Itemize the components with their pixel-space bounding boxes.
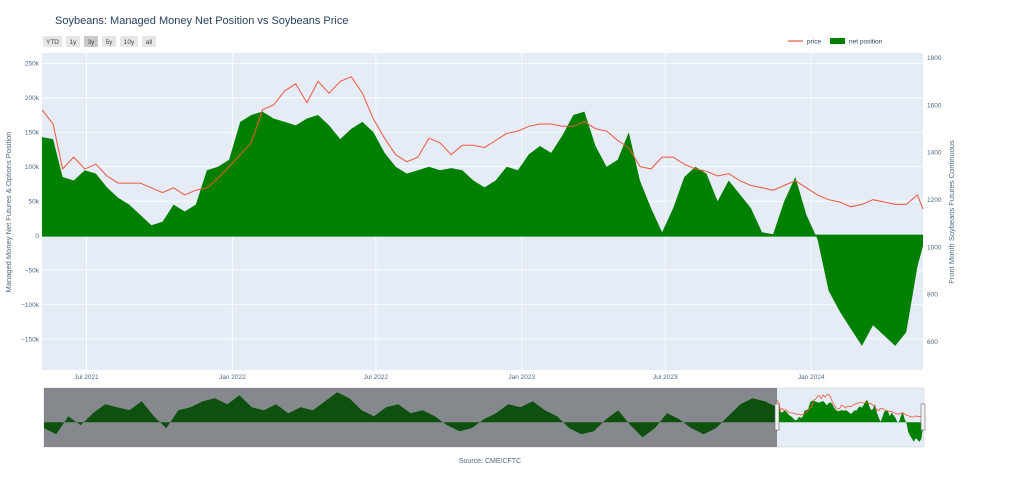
y-right-tick-label: 1200 [927, 197, 942, 204]
x-tick-label: Jul 2022 [364, 374, 389, 381]
range-selector[interactable]: YTD 1y 3y 5y 10y all [43, 36, 156, 47]
y-left-tick-label: 50k [29, 198, 40, 205]
range-slider-right-handle[interactable] [920, 403, 926, 431]
range-slider-mask [44, 388, 777, 447]
range-button-1y[interactable]: 1y [66, 36, 80, 47]
mini-net-area [777, 400, 924, 442]
svg-text:YTD: YTD [46, 39, 59, 46]
svg-text:1y: 1y [70, 39, 78, 46]
y-left-tick-label: −150k [21, 336, 40, 343]
chart-title: Soybeans: Managed Money Net Position vs … [55, 15, 349, 27]
y-right-tick-label: 1400 [927, 150, 942, 157]
range-button-5y[interactable]: 5y [102, 36, 116, 47]
y-right-axis-ticks: 1800 1600 1400 1200 1000 800 600 [927, 55, 942, 346]
legend-price-label: price [807, 39, 821, 46]
y-left-tick-label: 200k [25, 95, 40, 102]
y-left-axis-ticks: 250k 200k 150k 100k 50k 0 −50k −100k −150k [21, 61, 40, 344]
y-right-tick-label: 1800 [927, 55, 942, 62]
range-button-3y[interactable]: 3y [84, 36, 98, 47]
x-tick-label: Jul 2021 [74, 374, 99, 381]
range-slider-price-series [776, 393, 925, 418]
svg-text:all: all [146, 39, 153, 46]
legend-net-swatch [830, 38, 845, 44]
y-right-tick-label: 800 [927, 292, 938, 299]
price-series [41, 76, 924, 210]
net-position-area [42, 111, 923, 346]
range-button-ytd[interactable]: YTD [43, 36, 62, 47]
y-right-tick-label: 1000 [927, 244, 942, 251]
range-slider-left-handle[interactable] [774, 403, 780, 431]
y-left-tick-label: −100k [21, 302, 40, 309]
y-left-tick-label: −50k [25, 267, 40, 274]
y-left-tick-label: 250k [25, 61, 40, 68]
mini-history-area [44, 392, 777, 438]
y-left-tick-label: 100k [25, 164, 40, 171]
y-left-tick-label: 150k [25, 130, 40, 137]
svg-text:5y: 5y [106, 39, 114, 46]
range-button-10y[interactable]: 10y [120, 36, 138, 47]
range-button-all[interactable]: all [142, 36, 156, 47]
range-slider[interactable] [43, 387, 926, 448]
svg-text:3y: 3y [88, 39, 96, 46]
y-right-tick-label: 1600 [927, 102, 942, 109]
y-right-tick-label: 600 [927, 339, 938, 346]
legend[interactable]: price net position [788, 38, 883, 46]
source-note: Source: CME/CFTC [459, 458, 521, 465]
x-axis-ticks: Jul 2021 Jan 2022 Jul 2022 Jan 2023 Jul 2023… [74, 374, 825, 381]
x-tick-label: Jul 2023 [653, 374, 678, 381]
x-tick-label: Jan 2023 [508, 374, 535, 381]
y-left-tick-label: 0 [35, 233, 39, 240]
y-left-axis-title: Managed Money Net Futures & Options Posi… [4, 132, 13, 293]
legend-net-label: net position [849, 39, 883, 46]
y-right-axis-title: Front Month Soybeans Futures Continuous [947, 140, 956, 284]
price-line [41, 76, 924, 210]
mini-price-line [776, 393, 925, 418]
net-position-series [42, 111, 923, 346]
x-tick-label: Jan 2022 [219, 374, 246, 381]
x-tick-label: Jan 2024 [798, 374, 825, 381]
svg-text:10y: 10y [124, 39, 135, 46]
range-slider-net-series [44, 392, 924, 442]
